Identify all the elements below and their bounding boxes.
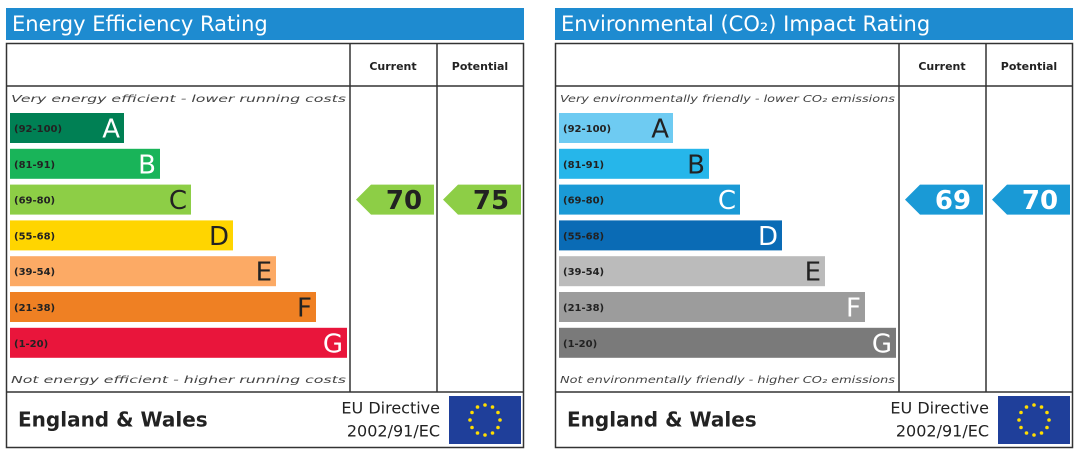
band-range: (1-20) <box>14 339 48 350</box>
panel-frame <box>554 42 1074 449</box>
rating-band <box>559 148 709 179</box>
rating-band <box>10 256 276 287</box>
rating-band <box>10 292 316 322</box>
title-bar <box>555 8 1073 40</box>
band-range: (21-38) <box>14 303 55 314</box>
band-letter: B <box>687 150 705 180</box>
band-letter: C <box>169 186 187 216</box>
eu-star <box>470 425 474 430</box>
potential-header: Potential <box>452 60 508 73</box>
band-letter: C <box>718 186 736 216</box>
potential-rating-value: 70 <box>1022 186 1058 216</box>
rating-band <box>559 292 865 322</box>
eu-star <box>1045 410 1049 415</box>
current-rating-arrow <box>356 184 434 215</box>
directive-code: 2002/91/EC <box>896 422 989 441</box>
eu-star <box>490 405 495 409</box>
band-range: (55-68) <box>563 231 604 242</box>
eu-star <box>468 418 472 422</box>
top-note: Very environmentally friendly - lower CO… <box>560 94 895 105</box>
directive: EU Directive <box>890 399 989 418</box>
rating-band <box>10 148 160 179</box>
potential-header: Potential <box>1001 60 1057 73</box>
eu-star <box>1032 403 1036 407</box>
band-range: (81-91) <box>14 160 55 171</box>
rating-panel: Energy Efficiency Rating Current Potential… <box>5 8 525 449</box>
panel-title: Environmental (CO₂) Impact Rating <box>561 12 930 36</box>
band-range: (1-20) <box>563 339 597 350</box>
band-range: (81-91) <box>563 160 604 171</box>
rating-band <box>10 327 347 358</box>
eu-star <box>496 410 500 415</box>
current-rating-value: 69 <box>935 186 971 216</box>
current-rating-value: 70 <box>386 186 422 216</box>
eu-star <box>475 431 480 435</box>
directive-code: 2002/91/EC <box>347 422 440 441</box>
band-letter: G <box>323 329 343 359</box>
eu-star <box>1017 418 1021 422</box>
band-range: (21-38) <box>563 303 604 314</box>
eu-star <box>1024 431 1029 435</box>
eu-star <box>483 403 487 407</box>
band-letter: F <box>846 294 861 324</box>
rating-band <box>559 184 740 215</box>
eu-star <box>1047 418 1051 422</box>
potential-rating-arrow <box>443 184 521 215</box>
top-note: Very energy efficient - lower running co… <box>11 94 346 105</box>
band-letter: A <box>651 115 669 145</box>
eu-star <box>1045 425 1049 430</box>
eu-star <box>475 405 480 409</box>
eu-star <box>1019 410 1023 415</box>
region: England & Wales <box>18 408 208 432</box>
rating-band <box>10 113 124 143</box>
potential-rating-value: 75 <box>473 186 509 216</box>
band-range: (92-100) <box>563 124 611 135</box>
rating-panel: Environmental (CO₂) Impact Rating Current… <box>554 8 1074 449</box>
band-range: (69-80) <box>14 196 55 207</box>
band-letter: A <box>102 115 120 145</box>
eu-star <box>1024 405 1029 409</box>
current-rating-arrow <box>905 184 983 215</box>
current-header: Current <box>369 60 416 73</box>
rating-band <box>559 327 896 358</box>
eu-star <box>470 410 474 415</box>
band-letter: D <box>758 222 778 252</box>
eu-star <box>490 431 495 435</box>
band-letter: B <box>138 150 156 180</box>
band-range: (55-68) <box>14 231 55 242</box>
rating-band <box>10 220 233 251</box>
rating-band <box>10 184 191 215</box>
band-range: (69-80) <box>563 196 604 207</box>
region: England & Wales <box>567 408 757 432</box>
band-letter: G <box>872 329 892 359</box>
rating-band <box>559 113 673 143</box>
band-letter: F <box>297 294 312 324</box>
eu-star <box>1019 425 1023 430</box>
eu-star <box>498 418 502 422</box>
eu-star <box>1032 433 1036 437</box>
band-range: (92-100) <box>14 124 62 135</box>
directive: EU Directive <box>341 399 440 418</box>
band-letter: E <box>256 258 272 288</box>
band-letter: E <box>805 258 821 288</box>
rating-band <box>559 220 782 251</box>
bottom-note: Not energy efficient - higher running co… <box>11 375 346 386</box>
eu-star <box>1039 405 1044 409</box>
eu-star <box>496 425 500 430</box>
panel-frame <box>5 42 525 449</box>
potential-rating-arrow <box>992 184 1070 215</box>
current-header: Current <box>918 60 965 73</box>
band-range: (39-54) <box>563 267 604 278</box>
eu-star <box>483 433 487 437</box>
title-bar <box>6 8 524 40</box>
eu-star <box>1039 431 1044 435</box>
bottom-note: Not environmentally friendly - higher CO… <box>560 375 895 386</box>
band-range: (39-54) <box>14 267 55 278</box>
band-letter: D <box>209 222 229 252</box>
panel-title: Energy Efficiency Rating <box>12 12 268 36</box>
rating-band <box>559 256 825 287</box>
